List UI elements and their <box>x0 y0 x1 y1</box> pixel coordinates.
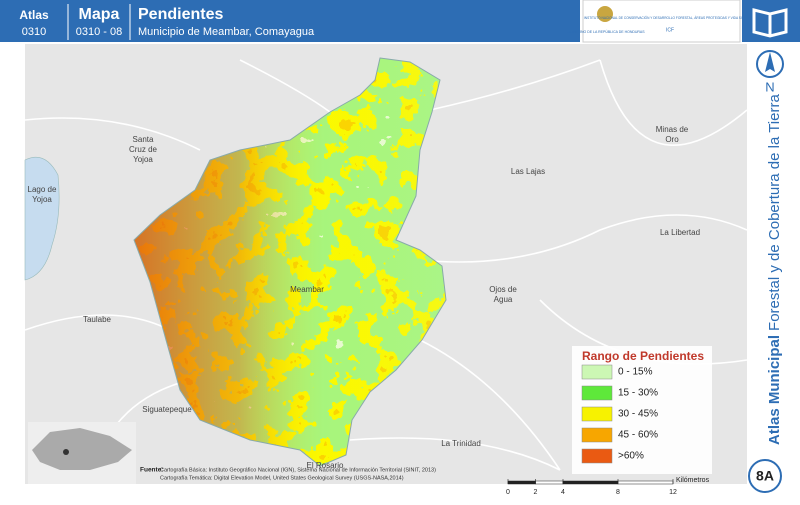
book-icon <box>752 8 788 38</box>
inset-country <box>32 428 132 470</box>
badge <box>748 459 782 493</box>
scale-segment <box>535 480 564 485</box>
title: Pendientes <box>138 6 223 23</box>
legend-label: >60% <box>618 451 644 462</box>
place-label: Minas de Oro <box>656 125 689 144</box>
place-label: El Rosario <box>307 461 344 470</box>
side-title-rest: Forestal y de Cobertura de la Tierra <box>766 94 783 331</box>
atlas-code: 0310 <box>22 26 46 38</box>
scale-unit: Kilómetros <box>676 477 710 484</box>
legend-swatch <box>581 406 613 422</box>
side-title-bold: Atlas Municipal <box>766 335 783 445</box>
header-bar <box>0 0 580 42</box>
place-label: Siguatepeque <box>142 405 192 414</box>
gov-emblem <box>597 6 613 22</box>
legend: Rango de Pendientes 0 - 15% 15 - 30% 30 - … <box>572 346 712 474</box>
place-label: Lago de Yojoa <box>28 185 57 204</box>
scale-tick-label: 4 <box>561 489 565 496</box>
scale-segment <box>562 480 619 485</box>
place-labels: Santa Cruz de Yojoa Minas de Oro Las Lajas Lag… <box>28 125 700 470</box>
badge-text: 8A <box>756 468 774 484</box>
scale-segment <box>507 480 536 485</box>
icf-logo-text: INSTITUTO NACIONAL DE CONSERVACIÓN Y DES… <box>584 15 756 20</box>
legend-label: 30 - 45% <box>618 409 658 420</box>
scale-tick-label: 0 <box>506 489 510 496</box>
municipality-outline <box>133 57 447 467</box>
logo-box <box>582 0 741 43</box>
place-label: Las Lajas <box>511 167 545 176</box>
legend-swatch <box>581 448 613 464</box>
lake <box>24 156 60 281</box>
subtitle: Municipio de Meambar, Comayagua <box>138 26 315 38</box>
place-label: La Libertad <box>660 228 700 237</box>
legend-swatch <box>581 364 613 380</box>
icf-short: ICF <box>666 27 674 33</box>
atlas-label: Atlas <box>19 8 49 22</box>
legend-label: 15 - 30% <box>618 388 658 399</box>
source-label: Fuente: <box>140 467 163 474</box>
scale-segment <box>617 480 674 485</box>
map-code: 0310 - 08 <box>76 26 122 38</box>
place-label: La Trinidad <box>441 439 481 448</box>
place-label: Meambar <box>290 285 324 294</box>
place-label: Ojos de Agua <box>489 285 517 304</box>
place-label: Taulabe <box>83 315 112 324</box>
legend-label: 45 - 60% <box>618 430 658 441</box>
scale-tick-label: 8 <box>616 489 620 496</box>
legend-swatch <box>581 385 613 401</box>
legend-title: Rango de Pendientes <box>582 349 704 363</box>
north-label: N <box>765 79 774 94</box>
inset-location <box>63 449 69 455</box>
scale-bar: 0 2 4 8 12 Kilómetros <box>506 477 710 496</box>
legend-swatch <box>581 427 613 443</box>
scale-tick-label: 12 <box>669 489 677 496</box>
gov-logo-text: GOBIERNO DE LA REPÚBLICA DE HONDURAS <box>567 30 645 34</box>
source-line: Cartografía Temática: Digital Elevation … <box>160 475 404 481</box>
source-line: Cartografía Básica: Instituto Geográfico… <box>160 467 436 473</box>
north-arrow <box>765 52 775 72</box>
side-title: Atlas Municipal Forestal y de Cobertura d… <box>766 94 783 445</box>
scale-tick-label: 2 <box>534 489 538 496</box>
map-label: Mapa <box>79 6 120 23</box>
place-label: Santa Cruz de Yojoa <box>129 135 158 164</box>
legend-label: 0 - 15% <box>618 367 653 378</box>
